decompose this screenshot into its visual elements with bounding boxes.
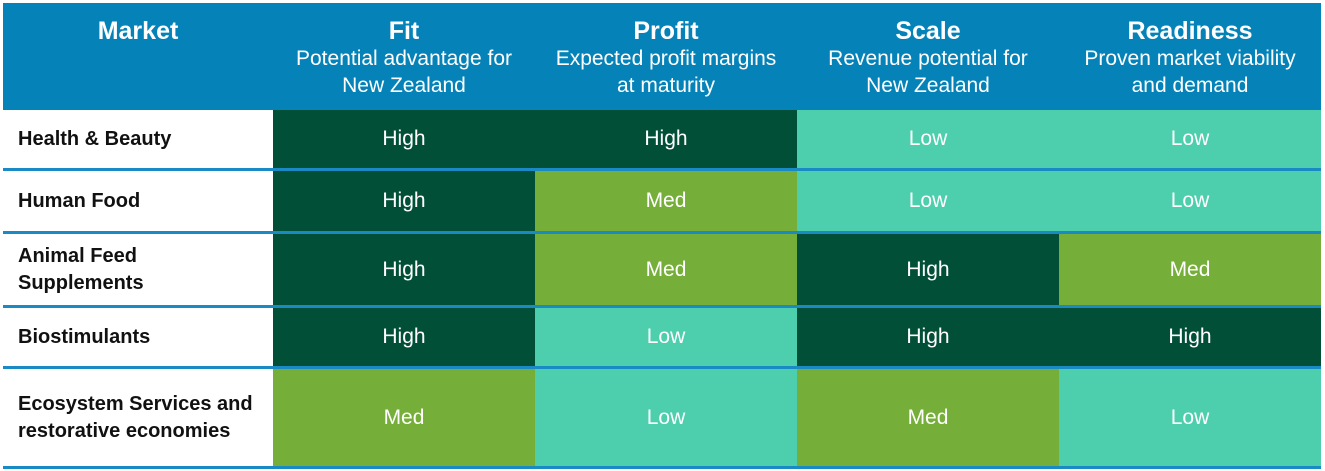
rating-cell: Low [1059,171,1321,231]
row-label: Ecosystem Services and restorative econo… [3,369,273,466]
table-header: Market Fit Potential advantage for New Z… [3,3,1321,110]
header-profit: Profit Expected profit margins at maturi… [535,3,797,110]
rating-cell: High [1059,308,1321,366]
table-row: Health & Beauty High High Low Low [3,110,1321,171]
row-label: Biostimulants [3,308,273,366]
rating-cell: Med [535,234,797,305]
row-label: Animal Feed Supplements [3,234,273,305]
rating-cell: High [797,308,1059,366]
header-profit-subtitle: Expected profit margins at maturity [555,47,777,97]
header-scale-title: Scale [895,17,961,45]
rating-cell: Low [797,110,1059,168]
table-row: Ecosystem Services and restorative econo… [3,369,1321,469]
header-fit-subtitle: Potential advantage for New Zealand [296,47,512,97]
rating-cell: Med [1059,234,1321,305]
rating-cell: Low [1059,369,1321,466]
table-row: Animal Feed Supplements High Med High Me… [3,234,1321,308]
row-label: Human Food [3,171,273,231]
header-profit-title: Profit [633,17,699,45]
rating-cell: High [273,110,535,168]
rating-cell: High [273,308,535,366]
rating-cell: Low [1059,110,1321,168]
rating-cell: Med [273,369,535,466]
rating-cell: High [797,234,1059,305]
rating-cell: Med [535,171,797,231]
header-fit-title: Fit [388,17,420,45]
rating-cell: High [535,110,797,168]
header-fit: Fit Potential advantage for New Zealand [273,3,535,110]
header-scale-subtitle: Revenue potential for New Zealand [828,47,1028,97]
rating-cell: Low [535,369,797,466]
header-readiness-subtitle: Proven market viability and demand [1084,47,1296,97]
header-scale: Scale Revenue potential for New Zealand [797,3,1059,110]
header-readiness: Readiness Proven market viability and de… [1059,3,1321,110]
rating-cell: Low [797,171,1059,231]
header-readiness-title: Readiness [1127,17,1253,45]
rating-cell: Med [797,369,1059,466]
rating-cell: Low [535,308,797,366]
row-label: Health & Beauty [3,110,273,168]
rating-cell: High [273,171,535,231]
table-row: Biostimulants High Low High High [3,308,1321,369]
market-assessment-table: Market Fit Potential advantage for New Z… [3,3,1321,469]
rating-cell: High [273,234,535,305]
header-market: Market [3,3,273,110]
header-market-title: Market [97,17,179,45]
table-row: Human Food High Med Low Low [3,171,1321,234]
